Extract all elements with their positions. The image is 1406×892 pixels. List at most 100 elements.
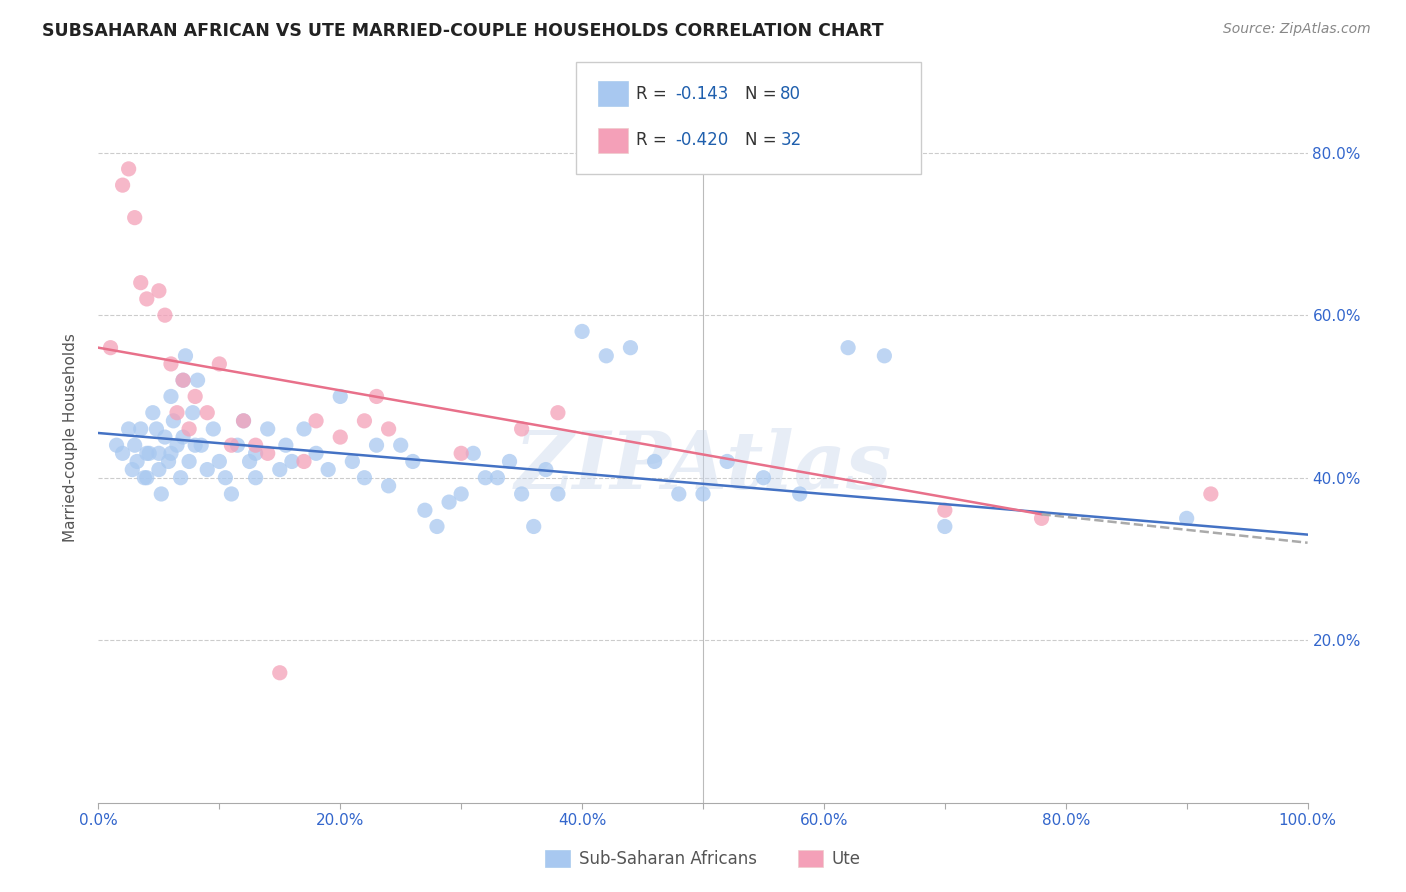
Point bbox=[166, 406, 188, 420]
Point bbox=[305, 414, 328, 428]
Point bbox=[148, 284, 170, 298]
Point bbox=[157, 454, 180, 468]
Point bbox=[148, 462, 170, 476]
Point bbox=[692, 487, 714, 501]
Point bbox=[169, 471, 191, 485]
Point bbox=[138, 446, 160, 460]
Point bbox=[195, 406, 218, 420]
Point bbox=[121, 462, 143, 476]
Point bbox=[402, 454, 425, 468]
Point bbox=[181, 406, 204, 420]
Point bbox=[245, 471, 267, 485]
Point bbox=[129, 422, 152, 436]
Point bbox=[162, 414, 184, 428]
Point bbox=[413, 503, 436, 517]
Point bbox=[135, 471, 157, 485]
Point bbox=[269, 665, 291, 680]
Point bbox=[269, 462, 291, 476]
Point bbox=[498, 454, 520, 468]
Point bbox=[366, 438, 388, 452]
Point bbox=[463, 446, 485, 460]
Y-axis label: Married-couple Households: Married-couple Households bbox=[63, 333, 77, 541]
Point bbox=[124, 211, 146, 225]
Point bbox=[571, 325, 593, 339]
Point bbox=[160, 446, 183, 460]
Point bbox=[166, 438, 188, 452]
Point bbox=[214, 471, 236, 485]
Point bbox=[172, 373, 194, 387]
Point bbox=[160, 389, 183, 403]
Point bbox=[292, 454, 315, 468]
Point bbox=[316, 462, 339, 476]
Point bbox=[1199, 487, 1222, 501]
Point bbox=[195, 462, 218, 476]
Point bbox=[124, 438, 146, 452]
Point bbox=[486, 471, 509, 485]
Point bbox=[226, 438, 249, 452]
Text: R =: R = bbox=[636, 85, 672, 103]
Text: SUBSAHARAN AFRICAN VS UTE MARRIED-COUPLE HOUSEHOLDS CORRELATION CHART: SUBSAHARAN AFRICAN VS UTE MARRIED-COUPLE… bbox=[42, 22, 884, 40]
Point bbox=[510, 487, 533, 501]
Point bbox=[256, 446, 278, 460]
Text: ZIPAtlas: ZIPAtlas bbox=[515, 427, 891, 505]
Legend: Sub-Saharan Africans, Ute: Sub-Saharan Africans, Ute bbox=[538, 844, 868, 875]
Point bbox=[160, 357, 183, 371]
Point bbox=[474, 471, 496, 485]
Point bbox=[153, 430, 176, 444]
Point bbox=[174, 349, 197, 363]
Point bbox=[547, 487, 569, 501]
Point bbox=[256, 422, 278, 436]
Point bbox=[789, 487, 811, 501]
Point bbox=[135, 292, 157, 306]
Text: 32: 32 bbox=[780, 131, 801, 149]
Point bbox=[716, 454, 738, 468]
Point bbox=[184, 389, 207, 403]
Point bbox=[187, 373, 209, 387]
Text: -0.420: -0.420 bbox=[675, 131, 728, 149]
Point bbox=[111, 446, 134, 460]
Point bbox=[377, 422, 399, 436]
Point bbox=[190, 438, 212, 452]
Point bbox=[274, 438, 297, 452]
Point bbox=[305, 446, 328, 460]
Point bbox=[644, 454, 666, 468]
Point bbox=[450, 487, 472, 501]
Point bbox=[118, 161, 141, 176]
Point bbox=[934, 503, 956, 517]
Point bbox=[873, 349, 896, 363]
Point bbox=[179, 422, 201, 436]
Point bbox=[426, 519, 449, 533]
Point bbox=[208, 454, 231, 468]
Point bbox=[510, 422, 533, 436]
Point bbox=[127, 454, 149, 468]
Point bbox=[329, 430, 352, 444]
Text: Source: ZipAtlas.com: Source: ZipAtlas.com bbox=[1223, 22, 1371, 37]
Point bbox=[135, 446, 157, 460]
Point bbox=[366, 389, 388, 403]
Point bbox=[752, 471, 775, 485]
Point bbox=[172, 373, 194, 387]
Point bbox=[292, 422, 315, 436]
Point bbox=[837, 341, 859, 355]
Point bbox=[118, 422, 141, 436]
Point bbox=[142, 406, 165, 420]
Point bbox=[100, 341, 122, 355]
Point bbox=[184, 438, 207, 452]
Point bbox=[208, 357, 231, 371]
Point bbox=[111, 178, 134, 193]
Point bbox=[172, 430, 194, 444]
Point bbox=[202, 422, 225, 436]
Point bbox=[389, 438, 412, 452]
Point bbox=[547, 406, 569, 420]
Point bbox=[934, 519, 956, 533]
Point bbox=[232, 414, 254, 428]
Point bbox=[239, 454, 262, 468]
Point bbox=[129, 276, 152, 290]
Point bbox=[534, 462, 557, 476]
Point bbox=[245, 446, 267, 460]
Point bbox=[221, 487, 243, 501]
Point bbox=[353, 414, 375, 428]
Point bbox=[353, 471, 375, 485]
Point bbox=[148, 446, 170, 460]
Point bbox=[145, 422, 167, 436]
